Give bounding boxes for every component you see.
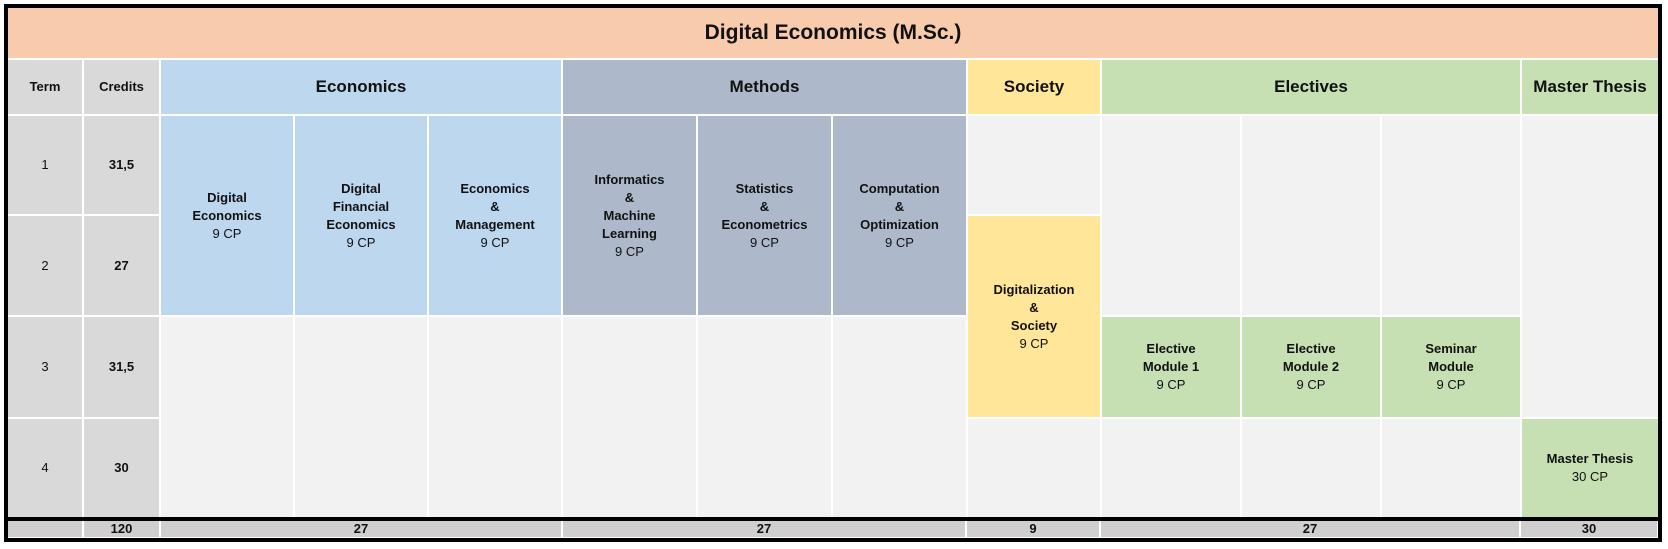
header-electives: Electives xyxy=(1102,60,1520,114)
total-society: 9 xyxy=(967,521,1099,537)
module-credit-points: 9 CP xyxy=(1019,335,1049,351)
module-statistics-econometrics: Statistics & Econometrics 9 CP xyxy=(698,116,831,315)
empty-cell xyxy=(1102,419,1240,517)
module-seminar: Seminar Module 9 CP xyxy=(1382,317,1520,417)
module-elective-1: Elective Module 1 9 CP xyxy=(1102,317,1240,417)
module-digital-economics: Digital Economics 9 CP xyxy=(161,116,293,315)
module-name-line: Digital xyxy=(207,189,247,205)
module-elective-2: Elective Module 2 9 CP xyxy=(1242,317,1380,417)
module-name-line: & xyxy=(894,198,905,214)
module-name-line: Elective xyxy=(1286,341,1336,356)
header-society: Society xyxy=(968,60,1100,114)
empty-cell xyxy=(563,317,696,517)
header-term: Term xyxy=(8,60,82,114)
module-name-line: Module 1 xyxy=(1142,359,1200,374)
module-informatics-machine-learning: Informatics & Machine Learning 9 CP xyxy=(563,116,696,315)
credits-cell: 31,5 xyxy=(84,317,159,417)
module-name-line: Machine xyxy=(603,207,656,223)
module-name-line: Management xyxy=(455,216,535,232)
empty-cell xyxy=(968,419,1100,517)
module-name-line: Economics xyxy=(460,180,530,196)
total-methods: 27 xyxy=(563,521,965,537)
credits-cell: 27 xyxy=(84,216,159,315)
credits-cell: 31,5 xyxy=(84,116,159,214)
header-credits: Credits xyxy=(84,60,159,114)
empty-cell xyxy=(1242,419,1380,517)
module-name-line: Financial xyxy=(332,198,390,214)
total-economics: 27 xyxy=(161,521,561,537)
module-credit-points: 9 CP xyxy=(750,234,779,250)
empty-cell xyxy=(968,116,1100,214)
term-cell: 2 xyxy=(8,216,82,315)
empty-cell xyxy=(161,317,293,517)
module-credit-points: 9 CP xyxy=(885,234,914,250)
module-credit-points: 9 CP xyxy=(1436,377,1466,392)
module-credit-points: 9 CP xyxy=(480,234,510,250)
empty-cell xyxy=(1242,116,1380,315)
module-master-thesis: Master Thesis 30 CP xyxy=(1522,419,1658,517)
module-name-line: Digitalization xyxy=(993,281,1075,297)
module-name-line: & xyxy=(1029,299,1039,315)
empty-cell xyxy=(1382,116,1520,315)
module-name-line: Digital xyxy=(341,180,381,196)
totals-row: 120 27 27 9 27 30 xyxy=(8,517,1658,537)
module-name-line: Seminar xyxy=(1425,341,1477,356)
term-cell: 1 xyxy=(8,116,82,214)
term-cell: 3 xyxy=(8,317,82,417)
module-name-line: Optimization xyxy=(860,216,939,232)
module-name-line: Master Thesis xyxy=(1546,451,1634,466)
module-credit-points: 9 CP xyxy=(1296,377,1326,392)
empty-cell xyxy=(833,317,966,517)
module-credit-points: 9 CP xyxy=(346,234,376,250)
module-name-line: Society xyxy=(1010,317,1058,333)
total-credits: 120 xyxy=(84,521,159,537)
module-credit-points: 9 CP xyxy=(212,225,242,241)
program-title: Digital Economics (M.Sc.) xyxy=(8,8,1658,58)
module-name-line: Learning xyxy=(602,225,657,241)
header-methods: Methods xyxy=(563,60,966,114)
total-electives: 27 xyxy=(1101,521,1519,537)
empty-cell xyxy=(429,317,561,517)
curriculum-table: Digital Economics (M.Sc.) Term Credits E… xyxy=(4,4,1662,542)
module-digital-financial-economics: Digital Financial Economics 9 CP xyxy=(295,116,427,315)
empty-cell xyxy=(1522,116,1658,417)
module-name-line: Module 2 xyxy=(1282,359,1340,374)
module-name-line: & xyxy=(490,198,500,214)
module-name-line: & xyxy=(759,198,770,214)
module-name-line: Module xyxy=(1428,359,1474,374)
term-cell: 4 xyxy=(8,419,82,517)
module-name-line: Computation xyxy=(859,180,940,196)
module-name-line: Economics xyxy=(326,216,396,232)
totals-empty xyxy=(8,521,82,537)
header-economics: Economics xyxy=(161,60,561,114)
module-name-line: Elective xyxy=(1146,341,1196,356)
module-credit-points: 30 CP xyxy=(1571,469,1609,484)
header-master-thesis: Master Thesis xyxy=(1522,60,1658,114)
empty-cell xyxy=(1382,419,1520,517)
module-name-line: Econometrics xyxy=(721,216,808,232)
module-name-line: Informatics xyxy=(594,171,665,187)
module-name-line: Economics xyxy=(192,207,262,223)
module-digitalization-society: Digitalization & Society 9 CP xyxy=(968,216,1100,417)
empty-cell xyxy=(698,317,831,517)
empty-cell xyxy=(295,317,427,517)
empty-cell xyxy=(1102,116,1240,315)
module-name-line: & xyxy=(624,189,635,205)
total-thesis: 30 xyxy=(1521,521,1657,537)
module-credit-points: 9 CP xyxy=(1156,377,1186,392)
module-economics-management: Economics & Management 9 CP xyxy=(429,116,561,315)
credits-cell: 30 xyxy=(84,419,159,517)
module-name-line: Statistics xyxy=(735,180,794,196)
module-credit-points: 9 CP xyxy=(615,243,644,259)
module-computation-optimization: Computation & Optimization 9 CP xyxy=(833,116,966,315)
